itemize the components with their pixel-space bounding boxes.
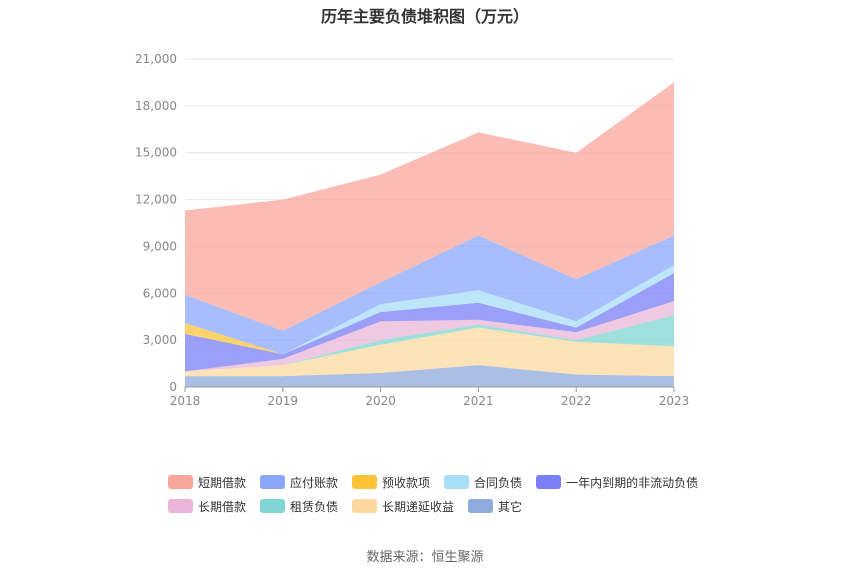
legend-swatch xyxy=(260,499,286,513)
x-tick-label: 2019 xyxy=(268,394,299,408)
legend-label: 短期借款 xyxy=(198,475,247,490)
legend-item[interactable]: 短期借款 xyxy=(168,474,246,491)
legend-item[interactable]: 合同负债 xyxy=(444,474,522,491)
legend-row-2: 长期借款 租赁负债 长期递延收益 其它 xyxy=(168,496,728,516)
legend-item[interactable]: 长期递延收益 xyxy=(352,498,454,515)
area-series-3 xyxy=(185,301,674,372)
legend-swatch xyxy=(168,475,193,489)
area-series-0 xyxy=(185,365,674,387)
x-tick-label: 2020 xyxy=(365,394,396,408)
y-tick-label: 9,000 xyxy=(143,239,177,253)
x-tick-label: 2018 xyxy=(170,394,201,408)
area-series-1 xyxy=(185,327,674,377)
legend-label: 一年内到期的非流动负债 xyxy=(566,475,699,490)
y-tick-label: 3,000 xyxy=(143,333,177,347)
y-tick-label: 15,000 xyxy=(135,146,177,160)
chart-title: 历年主要负债堆积图（万元） xyxy=(320,7,529,26)
legend-item[interactable]: 其它 xyxy=(468,498,522,515)
legend-swatch xyxy=(260,475,286,489)
legend-label: 合同负债 xyxy=(474,475,523,490)
legend-swatch xyxy=(536,475,562,489)
data-source-note: 数据来源：恒生聚源 xyxy=(366,550,484,565)
y-tick-label: 12,000 xyxy=(135,193,177,207)
stacked-area-chart: 0 3,000 6,000 9,000 12,000 15,000 18,000 21,000… xyxy=(135,52,690,408)
x-tick-label: 2023 xyxy=(659,394,690,408)
area-series-8 xyxy=(185,82,674,331)
y-tick-label: 21,000 xyxy=(135,52,177,66)
legend-swatch xyxy=(168,499,193,513)
legend-label: 租赁负债 xyxy=(290,499,339,514)
area-series-4 xyxy=(185,273,674,372)
legend-row-1: 短期借款 应付账款 预收款项 合同负债 一年内到期的非流动负债 xyxy=(168,472,728,492)
y-tick-label: 0 xyxy=(169,380,177,394)
legend-swatch xyxy=(352,499,378,513)
legend-swatch xyxy=(444,475,470,489)
x-tick-label: 2022 xyxy=(561,394,592,408)
legend-label: 长期借款 xyxy=(198,499,247,514)
legend-label: 其它 xyxy=(498,499,523,514)
legend-swatch xyxy=(468,499,494,513)
legend-swatch xyxy=(352,475,378,489)
x-tick-label: 2021 xyxy=(463,394,494,408)
chart-legend: 短期借款 应付账款 预收款项 合同负债 一年内到期的非流动负债 长期借款 租赁负债 长期递延… xyxy=(168,472,728,520)
y-tick-label: 6,000 xyxy=(143,286,177,300)
area-series-7 xyxy=(185,235,674,355)
legend-label: 预收款项 xyxy=(382,475,431,490)
legend-item[interactable]: 预收款项 xyxy=(352,474,430,491)
y-tick-label: 18,000 xyxy=(135,99,177,113)
legend-item[interactable]: 一年内到期的非流动负债 xyxy=(536,474,698,491)
legend-label: 应付账款 xyxy=(290,475,339,490)
legend-item[interactable]: 租赁负债 xyxy=(260,498,338,515)
legend-item[interactable]: 应付账款 xyxy=(260,474,338,491)
legend-label: 长期递延收益 xyxy=(382,499,455,514)
legend-item[interactable]: 长期借款 xyxy=(168,498,246,515)
